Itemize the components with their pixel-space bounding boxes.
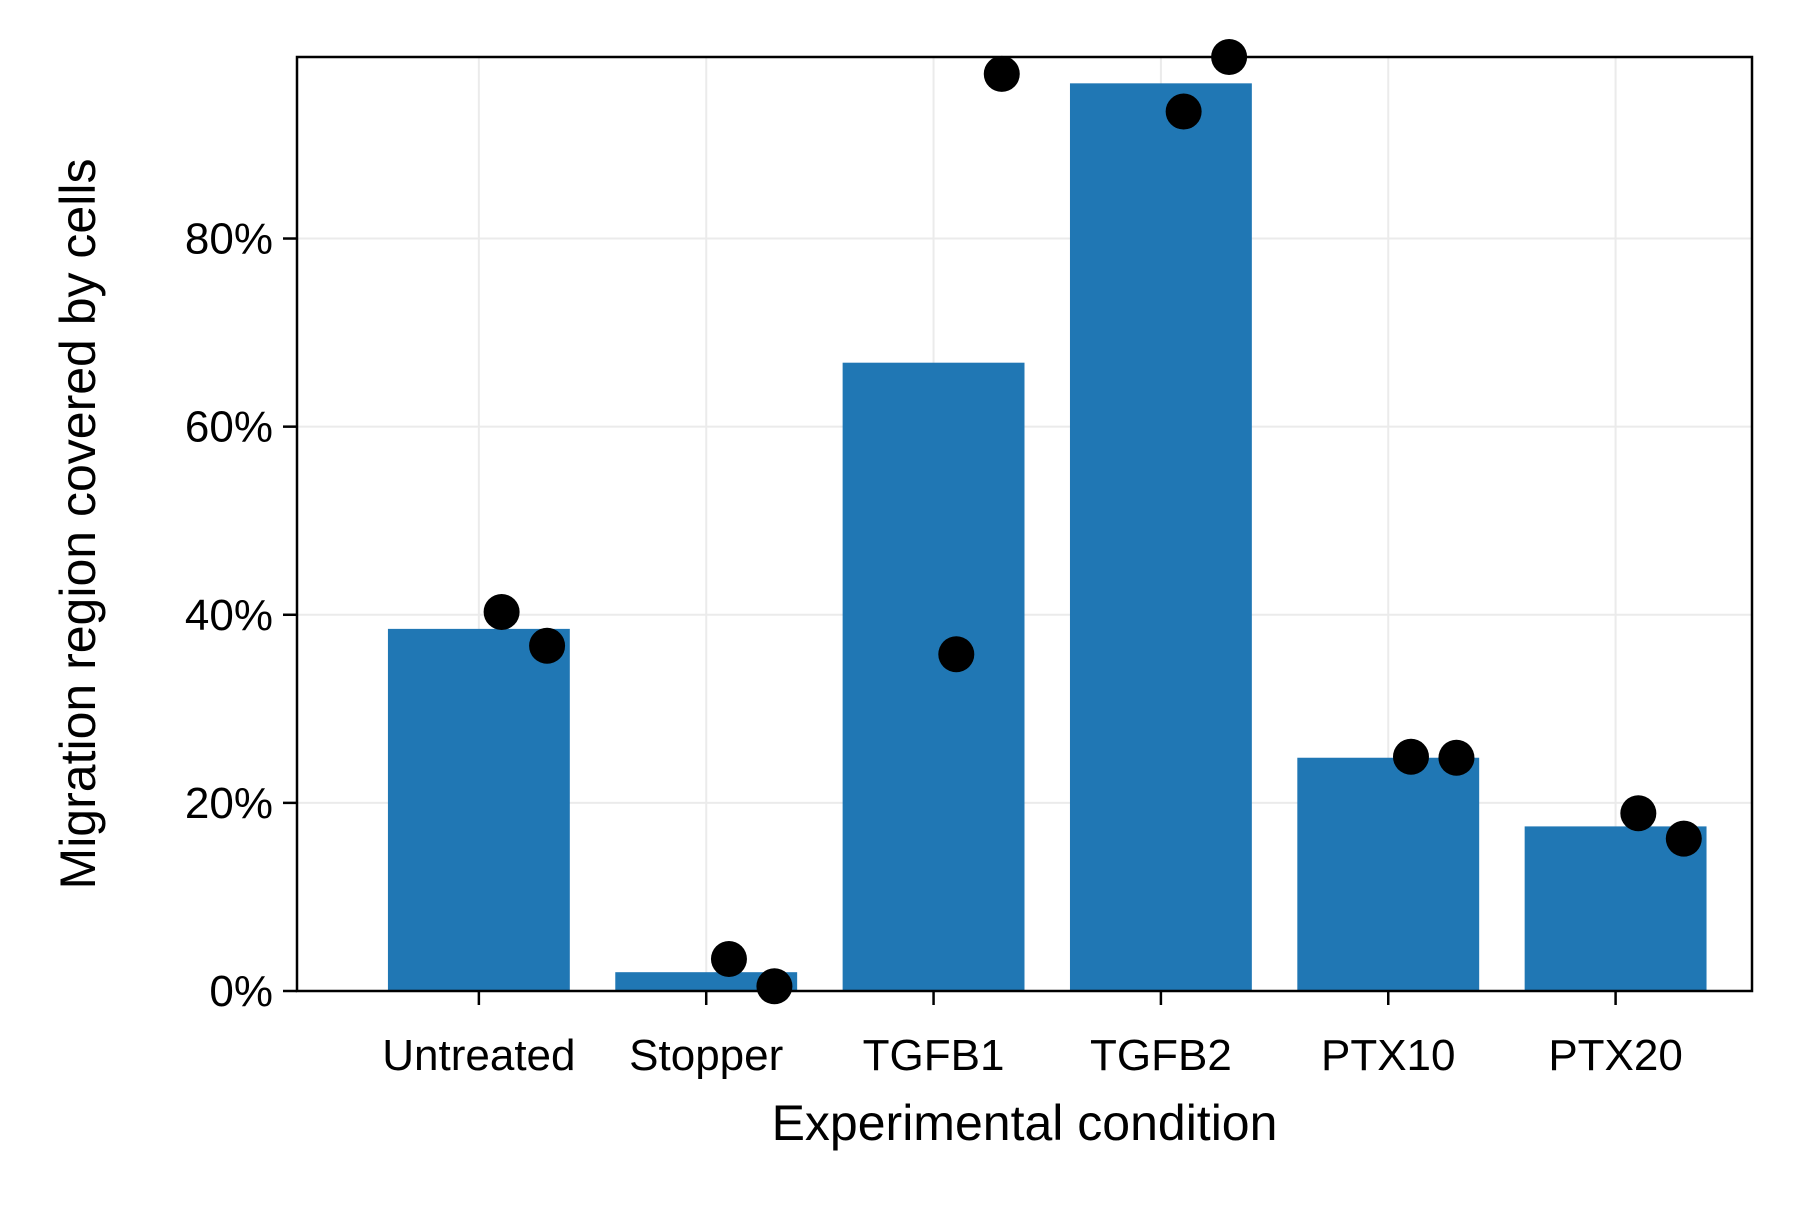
bar-tgfb1	[842, 362, 1025, 991]
y-tick-label-3: 60%	[185, 403, 273, 452]
y-tick-label-1: 20%	[185, 779, 273, 828]
bar-stopper	[615, 972, 798, 991]
point-ptx10-2	[1438, 739, 1475, 776]
bar-untreated	[387, 628, 570, 991]
point-stopper-2	[756, 968, 793, 1005]
point-ptx20-1	[1620, 795, 1657, 832]
point-stopper-1	[710, 941, 747, 978]
x-axis-title: Experimental condition	[772, 1095, 1278, 1151]
axis-ticks: 0% 20% 40% 60% 80% Untreated Stopper TGFB1 TGFB2…	[185, 215, 1683, 1080]
x-tick-label-untreated: Untreated	[382, 1031, 575, 1080]
y-tick-label-0: 0%	[209, 967, 273, 1016]
x-tick-label-ptx10: PTX10	[1321, 1031, 1456, 1080]
point-tgfb1-2	[983, 55, 1020, 92]
point-untreated-1	[483, 593, 520, 630]
point-tgfb2-1	[1165, 93, 1202, 130]
point-ptx20-2	[1665, 820, 1702, 857]
y-tick-label-2: 40%	[185, 591, 273, 640]
point-untreated-2	[529, 627, 566, 664]
bar-ptx10	[1297, 757, 1480, 991]
bars	[387, 83, 1707, 991]
x-tick-label-stopper: Stopper	[629, 1031, 783, 1080]
x-tick-label-tgfb2: TGFB2	[1090, 1031, 1232, 1080]
x-tick-label-ptx20: PTX20	[1548, 1031, 1683, 1080]
y-tick-label-4: 80%	[185, 215, 273, 264]
point-ptx10-1	[1392, 738, 1429, 775]
point-tgfb1-1	[938, 636, 975, 673]
bar-tgfb2	[1069, 83, 1252, 991]
replicate-points	[483, 39, 1702, 1005]
y-axis-title: Migration region covered by cells	[50, 159, 106, 890]
x-tick-label-tgfb1: TGFB1	[863, 1031, 1005, 1080]
plot-frame	[295, 55, 1754, 993]
